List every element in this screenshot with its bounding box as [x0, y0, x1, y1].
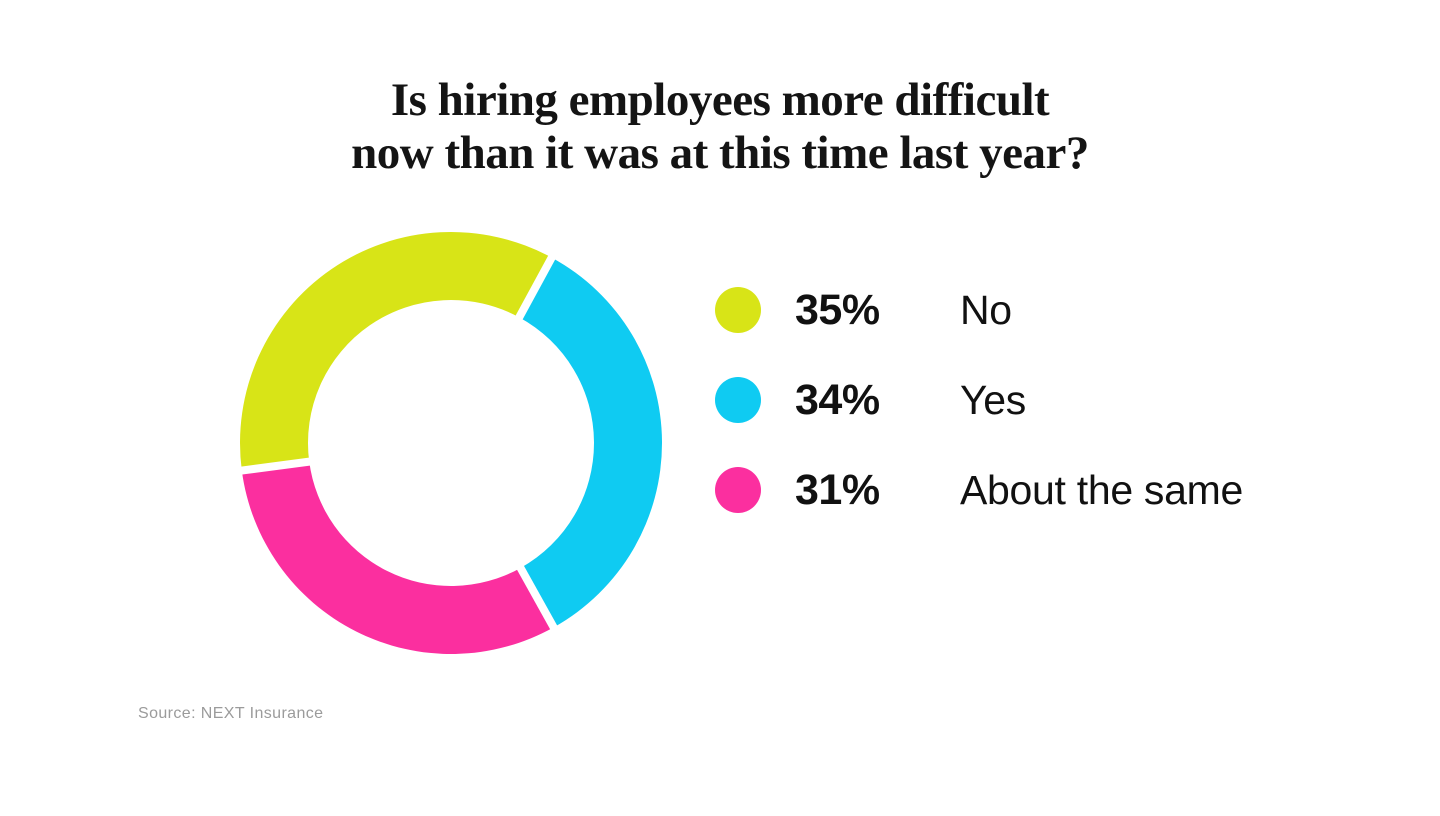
- legend-label-about-the-same: About the same: [960, 466, 1243, 513]
- legend-value-yes: 34%: [795, 375, 880, 424]
- segment-gap: [515, 563, 559, 632]
- segment-gap: [514, 253, 557, 322]
- legend-swatch-yes: [715, 377, 761, 423]
- donut-segment-yes: [519, 257, 663, 628]
- legend-value-no: 35%: [795, 285, 880, 334]
- legend: 35% No 34% Yes 31% About the same: [715, 285, 1243, 514]
- legend-label-no: No: [960, 286, 1012, 333]
- chart-title: Is hiring employees more difficult now t…: [0, 74, 1440, 180]
- segment-gap: [238, 457, 313, 475]
- chart-title-line-2: now than it was at this time last year?: [351, 127, 1089, 179]
- legend-item-about-the-same: 31% About the same: [715, 465, 1243, 514]
- legend-swatch-about-the-same: [715, 467, 761, 513]
- chart-title-line-1: Is hiring employees more difficult: [390, 74, 1050, 126]
- donut-chart: [238, 232, 663, 655]
- donut-segment-no: [240, 232, 552, 471]
- donut-segment-about-the-same: [241, 461, 554, 655]
- legend-value-about-the-same: 31%: [795, 465, 880, 514]
- legend-swatch-no: [715, 287, 761, 333]
- source-attribution: Source: NEXT Insurance: [138, 705, 324, 722]
- legend-item-no: 35% No: [715, 285, 1243, 334]
- legend-item-yes: 34% Yes: [715, 375, 1243, 424]
- legend-label-yes: Yes: [960, 376, 1026, 423]
